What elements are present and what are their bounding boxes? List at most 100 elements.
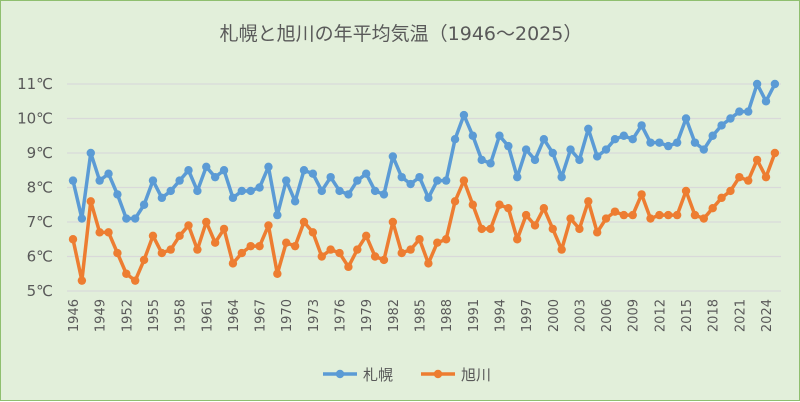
x-tick-label: 1961 bbox=[200, 299, 215, 332]
data-point bbox=[290, 197, 300, 206]
data-point bbox=[637, 121, 646, 130]
x-tick-label: 2024 bbox=[760, 299, 775, 332]
data-point bbox=[406, 245, 415, 254]
data-point bbox=[495, 131, 504, 140]
data-point bbox=[184, 166, 193, 175]
data-point bbox=[450, 135, 460, 144]
data-point bbox=[619, 131, 629, 140]
data-point bbox=[601, 145, 611, 154]
data-point bbox=[113, 190, 122, 199]
data-point bbox=[166, 186, 175, 196]
data-point bbox=[726, 114, 735, 123]
data-point bbox=[397, 248, 406, 258]
data-point bbox=[521, 145, 531, 154]
x-tick-label: 1967 bbox=[254, 299, 269, 332]
data-point bbox=[424, 259, 433, 268]
data-point bbox=[530, 155, 540, 165]
x-tick-label: 1970 bbox=[280, 299, 295, 332]
data-point bbox=[513, 172, 522, 182]
data-point bbox=[219, 166, 229, 175]
y-tick-label: 8℃ bbox=[27, 179, 53, 197]
data-point bbox=[86, 148, 95, 158]
data-point bbox=[273, 269, 282, 278]
data-point bbox=[95, 176, 104, 185]
data-point bbox=[477, 155, 486, 165]
x-tick-label: 2006 bbox=[600, 299, 615, 332]
legend-marker bbox=[335, 369, 345, 379]
data-point bbox=[672, 210, 682, 220]
data-point bbox=[601, 214, 611, 223]
x-tick-label: 2012 bbox=[653, 299, 668, 332]
data-point bbox=[521, 210, 531, 220]
data-point bbox=[592, 152, 602, 161]
data-point bbox=[193, 186, 202, 196]
data-point bbox=[735, 172, 744, 182]
chart-title: 札幌と旭川の年平均気温（1946～2025） bbox=[219, 23, 583, 45]
data-point bbox=[619, 210, 629, 220]
data-point bbox=[282, 238, 291, 247]
x-tick-label: 1955 bbox=[147, 299, 162, 332]
data-point bbox=[308, 228, 318, 237]
data-point bbox=[690, 138, 700, 147]
data-point bbox=[557, 172, 566, 182]
data-point bbox=[326, 172, 335, 182]
x-tick-label: 1994 bbox=[493, 299, 508, 332]
data-point bbox=[335, 186, 344, 196]
data-point bbox=[397, 172, 406, 182]
y-tick-label: 11℃ bbox=[17, 75, 53, 93]
data-point bbox=[646, 138, 655, 147]
data-point bbox=[157, 193, 167, 203]
data-point bbox=[513, 235, 522, 244]
data-point bbox=[424, 193, 433, 203]
data-point bbox=[664, 141, 673, 151]
data-point bbox=[299, 217, 309, 227]
data-point bbox=[157, 248, 167, 258]
data-point bbox=[610, 135, 620, 144]
legend-marker bbox=[433, 369, 443, 379]
data-point bbox=[566, 145, 575, 154]
data-point bbox=[699, 214, 709, 223]
x-tick-label: 2003 bbox=[573, 299, 588, 332]
data-point bbox=[130, 214, 140, 223]
data-point bbox=[433, 176, 442, 185]
data-point bbox=[415, 172, 424, 182]
data-point bbox=[370, 186, 380, 196]
data-point bbox=[548, 148, 557, 158]
data-point bbox=[708, 204, 717, 213]
data-point bbox=[210, 238, 220, 247]
data-point bbox=[557, 245, 566, 254]
data-point bbox=[219, 224, 229, 234]
data-point bbox=[468, 200, 478, 209]
data-point bbox=[628, 135, 637, 144]
data-point bbox=[752, 155, 762, 165]
x-tick-label: 1946 bbox=[67, 299, 82, 332]
data-point bbox=[708, 131, 717, 140]
data-point bbox=[166, 245, 175, 254]
data-point bbox=[664, 210, 673, 220]
data-point bbox=[246, 186, 255, 196]
data-point bbox=[726, 186, 735, 196]
legend-label: 札幌 bbox=[363, 366, 393, 384]
data-point bbox=[450, 197, 460, 206]
data-point bbox=[184, 221, 193, 230]
data-point bbox=[655, 138, 664, 147]
y-tick-label: 9℃ bbox=[27, 144, 53, 162]
data-point bbox=[228, 259, 238, 268]
data-point bbox=[388, 152, 398, 161]
data-point bbox=[290, 241, 300, 251]
data-point bbox=[122, 269, 131, 278]
data-point bbox=[246, 241, 255, 251]
data-point bbox=[584, 197, 593, 206]
data-point bbox=[539, 204, 549, 213]
x-tick-label: 2009 bbox=[627, 299, 642, 332]
data-point bbox=[504, 141, 513, 151]
x-tick-label: 1982 bbox=[387, 299, 402, 332]
data-point bbox=[433, 238, 442, 247]
data-point bbox=[335, 248, 344, 258]
x-tick-label: 1964 bbox=[227, 299, 242, 332]
x-tick-label: 1976 bbox=[334, 299, 349, 332]
data-point bbox=[575, 224, 584, 234]
data-point bbox=[237, 248, 247, 258]
x-tick-label: 1979 bbox=[360, 299, 375, 332]
